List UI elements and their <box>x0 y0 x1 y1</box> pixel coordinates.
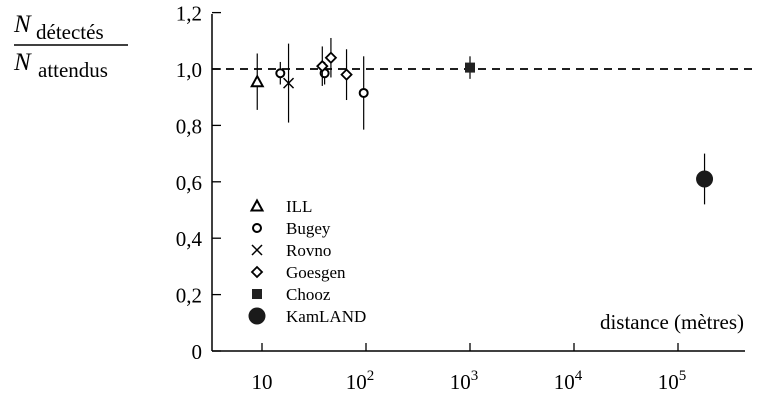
legend-label-ill: ILL <box>286 197 312 216</box>
goesgen-point <box>324 51 338 64</box>
bugey-point <box>275 68 286 79</box>
y-ticks: 0 0,2 0,4 0,6 0,8 1,0 1,2 <box>176 2 221 364</box>
x-tick-label: 102 <box>346 368 375 394</box>
chooz-point <box>465 62 475 73</box>
y-label-numerator: N <box>13 11 32 38</box>
kamland-point <box>696 170 714 188</box>
legend-marker-chooz <box>252 289 262 299</box>
legend-marker-bugey <box>252 223 262 233</box>
y-label-numerator-sub: détectés <box>36 20 104 44</box>
y-tick-label: 0,8 <box>176 114 202 138</box>
legend-label-bugey: Bugey <box>286 219 331 238</box>
y-tick-label: 1,0 <box>176 58 202 82</box>
y-tick-label: 0,2 <box>176 284 202 308</box>
legend: ILL Bugey Rovno Goesgen Chooz KamLAND <box>248 197 366 326</box>
x-tick-label: 10 <box>252 370 273 394</box>
y-label-denominator-sub: attendus <box>38 58 108 82</box>
rovno-point <box>283 77 295 89</box>
x-tick-label: 104 <box>554 368 583 394</box>
bugey-point <box>358 87 369 98</box>
y-label-denominator: N <box>13 49 32 76</box>
legend-label-chooz: Chooz <box>286 285 331 304</box>
legend-marker-goesgen <box>250 265 264 279</box>
legend-label-kamland: KamLAND <box>286 307 366 326</box>
x-tick-label: 103 <box>450 368 479 394</box>
legend-marker-kamland <box>248 307 266 325</box>
y-tick-label: 0,4 <box>176 227 203 251</box>
x-tick-label: 105 <box>658 368 687 394</box>
goesgen-point <box>340 68 353 81</box>
y-tick-label: 0 <box>192 340 203 364</box>
goesgen-point <box>316 59 329 73</box>
legend-marker-rovno <box>251 244 263 256</box>
legend-marker-ill <box>249 198 265 212</box>
y-axis-label: N détectés N attendus <box>13 11 128 82</box>
ill-point <box>250 74 265 88</box>
legend-label-rovno: Rovno <box>286 241 331 260</box>
x-ticks: 10 102 103 104 105 <box>252 343 687 394</box>
y-tick-label: 1,2 <box>176 2 202 26</box>
data-points <box>250 37 714 205</box>
legend-label-goesgen: Goesgen <box>286 263 346 282</box>
x-axis-label: distance (mètres) <box>600 310 744 334</box>
y-tick-label: 0,6 <box>176 171 202 195</box>
